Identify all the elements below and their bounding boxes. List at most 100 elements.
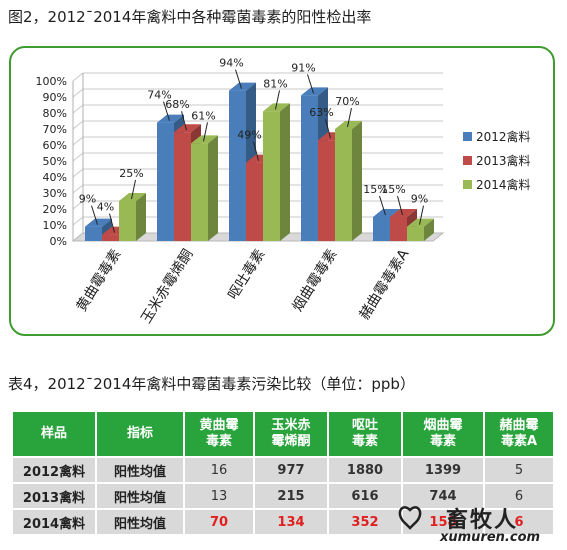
bar	[390, 217, 407, 241]
label-leader	[203, 122, 208, 142]
bar-top	[301, 87, 328, 96]
grid-diagonal	[72, 200, 84, 210]
bar	[119, 201, 136, 241]
table-title: 表4，2012¯2014年禽料中霉菌毒素污染比较（单位：ppb）	[8, 375, 415, 393]
data-label: 68%	[165, 98, 189, 111]
label-leader	[131, 179, 136, 200]
bar	[407, 226, 424, 241]
header-text: 样品	[40, 426, 67, 441]
bar-top	[85, 218, 112, 227]
value-cell: 1880	[327, 456, 403, 484]
y-tick-label: 30%	[43, 187, 67, 200]
data-label: 94%	[219, 57, 243, 70]
watermark-url: xumuren.com	[440, 530, 541, 545]
grid-diagonal	[72, 168, 84, 178]
bar-top	[373, 209, 400, 217]
bar-top	[335, 121, 362, 129]
header-text: 黄曲霉	[199, 418, 239, 433]
x-tick-label: 玉米赤霉烯酮	[138, 247, 196, 327]
label-leader	[253, 141, 259, 161]
bar-top	[390, 209, 417, 217]
label-leader	[235, 69, 242, 89]
bar-side	[136, 193, 146, 241]
table-header-cell: 赭曲霉 毒素A	[483, 410, 555, 458]
bar-top	[229, 82, 256, 91]
value-cell: 16	[183, 456, 255, 484]
header-text: 赭曲霉	[499, 418, 539, 433]
grid-diagonal	[72, 88, 84, 98]
grid-diagonal	[72, 136, 84, 146]
bar-side	[352, 121, 362, 241]
bar	[318, 140, 335, 241]
value-cell: 744	[401, 482, 485, 510]
bar-top	[407, 218, 434, 227]
data-label: 63%	[309, 106, 333, 119]
legend-swatch	[463, 180, 472, 189]
bar-chart: 0%10%20%30%40%50%60%70%80%90%100%9%4%25%…	[36, 57, 531, 327]
y-tick-label: 90%	[43, 91, 67, 104]
label-leader	[109, 213, 115, 233]
x-tick-label: 烟曲霉毒素	[290, 247, 341, 315]
data-label: 70%	[335, 95, 359, 108]
bar	[174, 132, 191, 241]
label-leader	[307, 74, 314, 94]
legend-swatch	[463, 156, 472, 165]
label-leader	[379, 195, 386, 216]
value-cell: 352	[327, 508, 403, 536]
data-label: 9%	[411, 193, 428, 206]
y-tick-label: 80%	[43, 107, 67, 120]
data-label: 4%	[97, 201, 114, 214]
data-label: 15%	[363, 183, 387, 196]
label-leader	[325, 119, 331, 139]
header-text: 霉烯酮	[271, 434, 311, 449]
data-label: 81%	[263, 77, 287, 90]
metric-cell: 阳性均值	[95, 482, 185, 510]
data-label: 15%	[381, 183, 405, 196]
x-tick-label: 黄曲霉毒素	[73, 246, 125, 314]
value-cell: 134	[253, 508, 329, 536]
value-cell: 5	[483, 456, 555, 484]
table-header-cell: 样品	[11, 410, 97, 458]
legend-swatch	[463, 132, 472, 141]
data-table: 样品 指标 黄曲霉 毒素 玉米赤 霉烯酮 呕吐 毒素 烟曲霉 毒素 赭曲霉 毒素A 2012禽料 阳性均…	[11, 410, 555, 536]
label-leader	[91, 205, 98, 225]
table-header-row: 样品 指标 黄曲霉 毒素 玉米赤 霉烯酮 呕吐 毒素 烟曲霉 毒素 赭曲霉 毒素A	[11, 410, 555, 458]
value-cell: 215	[253, 482, 329, 510]
header-text: 毒素	[351, 434, 378, 449]
bar-side	[280, 103, 290, 242]
watermark-text: 畜牧人	[446, 508, 519, 533]
header-text: 玉米赤	[271, 418, 311, 433]
value-cell: 616	[327, 482, 403, 510]
data-label: 61%	[191, 109, 215, 122]
y-tick-label: 20%	[43, 203, 67, 216]
grid-diagonal	[72, 72, 84, 82]
header-text: 烟曲霉	[423, 418, 463, 433]
bar	[229, 90, 246, 241]
metric-cell: 阳性均值	[95, 456, 185, 484]
bar-top	[191, 135, 218, 144]
x-tick-label: 赭曲霉毒素A	[357, 246, 413, 322]
y-tick-label: 100%	[36, 75, 67, 88]
value-cell: 977	[253, 456, 329, 484]
bar	[335, 129, 352, 241]
table-row: 2014禽料 阳性均值 70 134 352 158 6	[11, 508, 555, 536]
header-text: 毒素	[429, 434, 456, 449]
data-label: 91%	[291, 61, 315, 74]
y-tick-label: 10%	[43, 219, 67, 232]
bar	[263, 111, 280, 242]
value-cell: 70	[183, 508, 255, 536]
y-tick-label: 0%	[50, 235, 67, 248]
sample-cell: 2012禽料	[11, 456, 97, 484]
bar-top	[119, 193, 146, 201]
chart-frame: 0% 10% 20% 30% 40% 50% 60% 70% 80% 90% 100% 9% 4% 25%…	[9, 46, 555, 336]
metric-cell: 阳性均值	[95, 508, 185, 536]
data-label: 74%	[147, 89, 171, 102]
label-leader	[163, 101, 170, 121]
bar	[85, 226, 102, 241]
legend-label: 2012禽料	[476, 129, 531, 144]
label-leader	[181, 111, 187, 131]
bar-top	[174, 124, 201, 133]
label-leader	[347, 107, 352, 128]
grid-diagonal	[72, 216, 84, 226]
value-cell: 6	[483, 508, 555, 536]
